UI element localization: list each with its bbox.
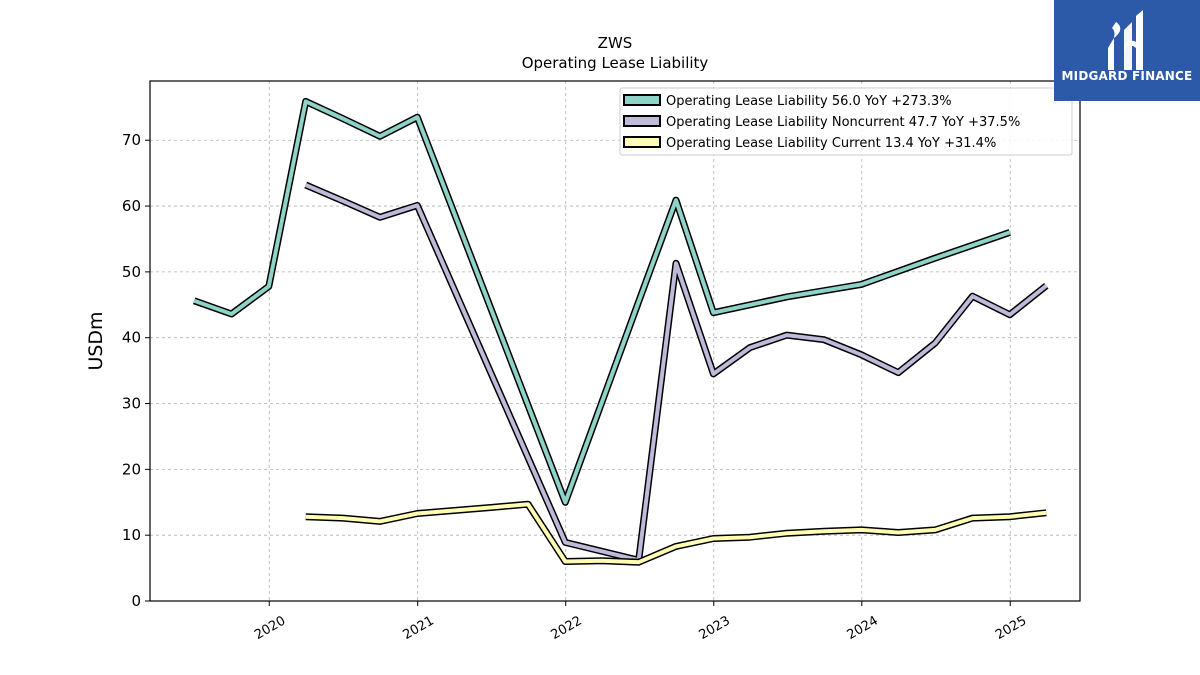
y-tick-label: 60 bbox=[122, 197, 141, 215]
brand-mark-icon bbox=[1108, 10, 1143, 70]
series-outline bbox=[304, 181, 1049, 564]
x-tick-label: 2025 bbox=[993, 613, 1029, 643]
y-tick-label: 20 bbox=[122, 460, 141, 478]
y-tick-label: 70 bbox=[122, 131, 141, 149]
chart-subtitle: Operating Lease Liability bbox=[522, 54, 709, 72]
series-stroke bbox=[305, 502, 1047, 565]
y-tick-label: 30 bbox=[122, 395, 141, 413]
brand-name: MIDGARD FINANCE bbox=[1061, 69, 1193, 83]
series-lines bbox=[193, 97, 1049, 566]
legend-box bbox=[619, 87, 1073, 156]
axis-ticks: 0 10 20 30 40 50 60 70 2020 2021 2022 2023 2024 2025 bbox=[122, 131, 1029, 643]
legend-label: Operating Lease Liability Noncurrent 47.… bbox=[666, 115, 1020, 130]
legend: Operating Lease Liability 56.0 YoY +273.… bbox=[619, 87, 1073, 156]
y-tick-label: 0 bbox=[131, 592, 141, 610]
legend-label: Operating Lease Liability 56.0 YoY +273.… bbox=[666, 94, 952, 109]
legend-swatch bbox=[623, 115, 661, 127]
series-line bbox=[304, 181, 1049, 564]
y-tick-label: 50 bbox=[122, 263, 141, 281]
y-axis-label: USDm bbox=[85, 311, 107, 370]
x-tick-label: 2024 bbox=[845, 613, 881, 643]
x-tick-label: 2023 bbox=[697, 613, 733, 643]
chart-title: ZWS bbox=[598, 34, 633, 52]
series-outline bbox=[193, 97, 1011, 506]
series-stroke bbox=[193, 99, 1011, 505]
x-tick-label: 2022 bbox=[549, 613, 585, 643]
y-tick-label: 40 bbox=[122, 329, 141, 347]
legend-swatch bbox=[623, 136, 661, 148]
series-line bbox=[305, 500, 1047, 566]
x-tick-label: 2020 bbox=[252, 613, 288, 643]
series-stroke bbox=[304, 183, 1048, 563]
legend-swatch bbox=[623, 94, 661, 106]
legend-label: Operating Lease Liability Current 13.4 Y… bbox=[666, 136, 996, 151]
series-line bbox=[193, 97, 1011, 506]
brand-logo: MIDGARD FINANCE bbox=[1054, 0, 1200, 101]
y-tick-label: 10 bbox=[122, 526, 141, 544]
x-tick-label: 2021 bbox=[401, 613, 437, 643]
plot-frame bbox=[149, 80, 1081, 602]
